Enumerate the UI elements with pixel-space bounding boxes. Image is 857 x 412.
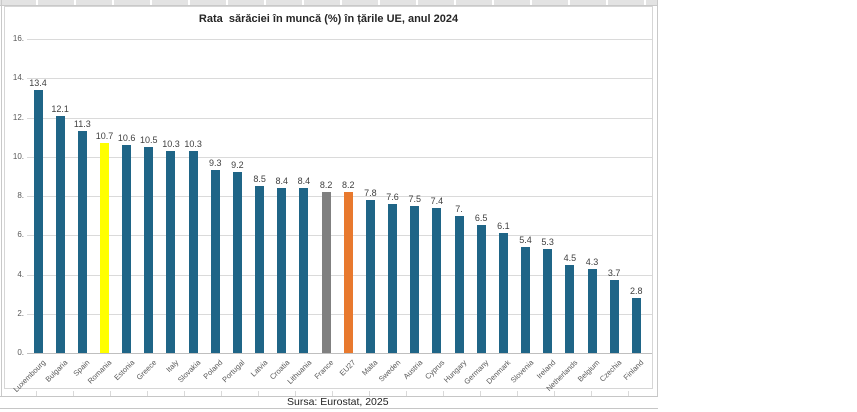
bar-italy xyxy=(166,151,176,353)
y-axis-tick-label: 0. xyxy=(17,348,24,357)
gridline xyxy=(27,39,652,40)
value-label: 11.3 xyxy=(73,119,91,129)
value-label: 7. xyxy=(455,204,463,214)
gridline xyxy=(27,313,652,315)
value-label: 7.6 xyxy=(386,192,399,202)
bar-slovenia xyxy=(521,247,531,353)
bar-romania xyxy=(99,143,109,353)
gridline xyxy=(27,156,652,158)
value-label: 13.4 xyxy=(29,78,47,88)
y-axis-tick-label: 14. xyxy=(12,73,24,83)
bar-germany xyxy=(476,225,486,353)
bar-ireland xyxy=(543,249,553,353)
value-label: 8.2 xyxy=(319,180,333,190)
value-label: 10.3 xyxy=(184,139,202,149)
value-label: 8.4 xyxy=(275,176,288,186)
gridline xyxy=(27,117,652,119)
spreadsheet-gridline-right xyxy=(657,0,658,408)
source-text: Sursa: Eurostat, 2025 xyxy=(287,396,389,408)
y-axis-tick-label: 8. xyxy=(17,191,24,200)
chart-title: Rata sărăciei în muncă (%) în țările UE,… xyxy=(198,13,459,25)
y-axis-tick-label: 10. xyxy=(12,151,24,161)
bar-austria xyxy=(410,206,420,353)
bar-portugal xyxy=(232,172,242,353)
gridline xyxy=(27,78,652,80)
y-axis-tick-label: 4. xyxy=(17,269,24,279)
bar-czechia xyxy=(609,280,619,353)
bar-poland xyxy=(210,170,220,353)
value-label: 7.5 xyxy=(408,194,421,204)
value-label: 10.5 xyxy=(140,135,158,145)
value-label: 4.5 xyxy=(563,253,577,263)
value-label: 10.7 xyxy=(95,131,114,141)
y-axis-tick-label: 2. xyxy=(17,308,24,318)
gridline xyxy=(27,196,652,197)
value-label: 7.8 xyxy=(364,188,377,198)
spreadsheet-top-cell-strip xyxy=(0,0,658,6)
bar-luxembourg xyxy=(33,90,43,353)
value-label: 2.8 xyxy=(630,286,643,296)
value-label: 9.2 xyxy=(231,160,244,170)
x-axis-line xyxy=(27,353,652,354)
bar-denmark xyxy=(498,233,508,353)
value-label: 6.5 xyxy=(474,213,488,223)
value-label: 4.3 xyxy=(585,257,599,267)
value-label: 3.7 xyxy=(607,268,621,278)
bar-lithuania xyxy=(299,188,309,353)
bar-sweden xyxy=(388,204,398,353)
bar-malta xyxy=(365,200,375,353)
chart-object[interactable]: Rata sărăciei în muncă (%) în țările UE,… xyxy=(4,6,653,394)
gridline xyxy=(27,235,652,237)
bar-slovakia xyxy=(188,151,198,353)
value-label: 6.1 xyxy=(497,221,510,231)
y-axis-tick-label: 6. xyxy=(17,230,24,240)
value-label: 9.3 xyxy=(209,158,222,168)
bar-belgium xyxy=(587,269,597,353)
bar-cyprus xyxy=(432,208,442,353)
bar-eu27 xyxy=(343,192,353,353)
bar-estonia xyxy=(122,145,132,353)
y-axis-tick-label: 12. xyxy=(12,112,24,122)
value-label: 10.6 xyxy=(117,133,136,143)
bar-greece xyxy=(144,147,154,353)
bar-bulgaria xyxy=(55,116,65,353)
value-label: 5.4 xyxy=(519,235,532,245)
gridline xyxy=(27,274,652,276)
value-label: 7.4 xyxy=(430,196,444,206)
bar-finland xyxy=(631,298,641,353)
value-label: 8.4 xyxy=(297,176,311,186)
bar-netherlands xyxy=(565,265,575,353)
source-cell-row[interactable]: Sursa: Eurostat, 2025 xyxy=(0,396,658,409)
bar-france xyxy=(321,192,331,353)
bar-croatia xyxy=(277,188,287,353)
bar-spain xyxy=(77,131,87,353)
bar-latvia xyxy=(255,186,265,353)
bar-hungary xyxy=(454,216,464,353)
spreadsheet-cell-ticks xyxy=(0,391,658,396)
y-axis-tick-label: 16. xyxy=(12,34,24,43)
value-label: 8.2 xyxy=(341,180,355,190)
value-label: 8.5 xyxy=(253,174,266,184)
value-label: 10.3 xyxy=(162,139,180,149)
value-label: 5.3 xyxy=(541,237,554,247)
spreadsheet-gridline-left xyxy=(1,0,2,408)
value-label: 12.1 xyxy=(51,104,69,114)
